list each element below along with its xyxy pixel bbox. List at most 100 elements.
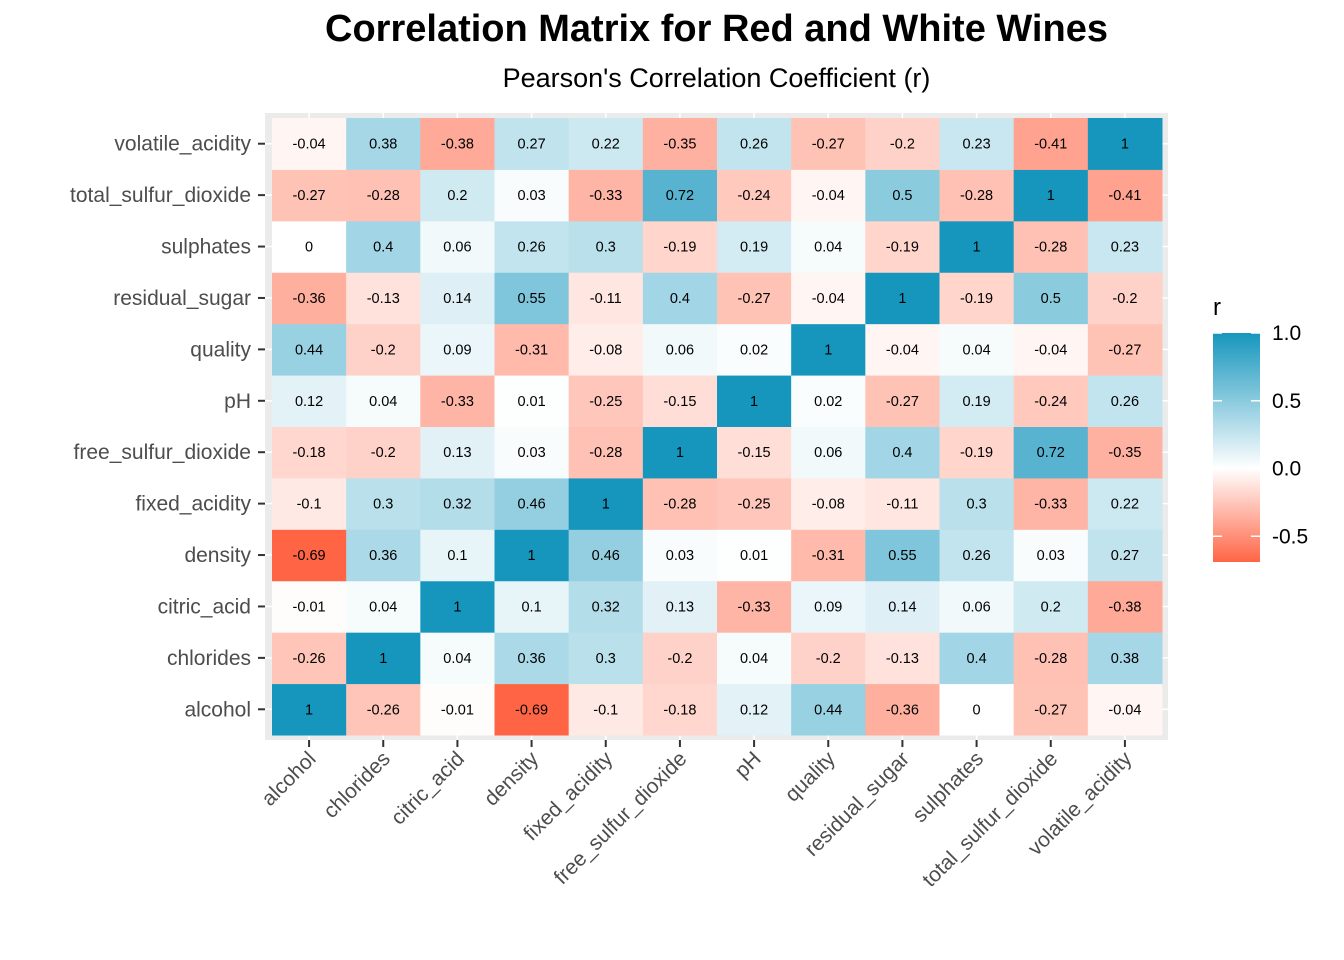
heatmap-cell — [272, 632, 347, 685]
cell-value-label: 0.13 — [666, 599, 694, 615]
heatmap-cell — [1087, 580, 1163, 633]
y-tick-label: density — [184, 544, 251, 567]
cell-value-label: 0 — [305, 240, 313, 256]
heatmap-cell — [791, 426, 866, 479]
heatmap-cell — [494, 118, 570, 170]
heatmap-cell — [717, 375, 792, 427]
cell-value-label: -0.36 — [293, 291, 326, 307]
cell-value-label: 0.36 — [369, 548, 397, 564]
heatmap-cell — [791, 529, 866, 582]
y-tick-label: alcohol — [184, 698, 251, 721]
cell-value-label: 0.06 — [666, 342, 694, 358]
cell-value-label: 0.06 — [443, 240, 471, 256]
heatmap-cell — [865, 220, 940, 273]
cell-value-label: -0.19 — [886, 240, 919, 256]
legend-title: r — [1213, 294, 1221, 321]
heatmap-cell — [494, 580, 570, 633]
heatmap-cell — [420, 323, 495, 376]
cell-value-label: 0.4 — [892, 445, 912, 461]
cell-value-label: -0.28 — [367, 188, 400, 204]
heatmap-cell — [420, 683, 495, 736]
heatmap-cell — [568, 118, 644, 170]
heatmap-cell — [865, 529, 940, 582]
legend-tick-label: -0.5 — [1272, 525, 1308, 548]
heatmap-cell — [272, 375, 347, 427]
heatmap-cell — [346, 169, 421, 222]
cell-value-label: 0.3 — [966, 497, 986, 513]
heatmap-cell — [939, 169, 1015, 222]
heatmap-cell — [717, 272, 792, 325]
cell-value-label: 0.46 — [517, 497, 545, 513]
cell-value-label: 0.26 — [1111, 394, 1139, 410]
heatmap-cell — [1087, 169, 1163, 222]
heatmap-cell — [939, 426, 1015, 479]
cell-value-label: -0.38 — [1108, 599, 1141, 615]
cell-value-label: -0.27 — [293, 188, 326, 204]
heatmap-cell — [420, 426, 495, 479]
heatmap-cell — [1087, 323, 1163, 376]
y-tick-label: fixed_acidity — [135, 493, 251, 516]
cell-value-label: 0.12 — [740, 702, 768, 718]
cell-value-label: -0.2 — [816, 651, 841, 667]
heatmap-cell — [939, 118, 1015, 170]
x-tick-label: alcohol — [257, 747, 320, 810]
cell-value-label: 0.55 — [517, 291, 545, 307]
heatmap-cell — [1013, 632, 1089, 685]
heatmap-cell — [642, 529, 718, 582]
heatmap-cell — [272, 683, 347, 736]
heatmap-cell — [494, 375, 570, 427]
heatmap-cell — [568, 375, 644, 427]
chart-title: Correlation Matrix for Red and White Win… — [325, 8, 1108, 50]
heatmap-cell — [420, 220, 495, 273]
heatmap-cell — [494, 632, 570, 685]
x-tick-label: pH — [730, 747, 765, 782]
cell-value-label: 0.2 — [1041, 599, 1061, 615]
heatmap-cell — [939, 375, 1015, 427]
heatmap-cell — [791, 169, 866, 222]
cell-value-label: 0.4 — [670, 291, 690, 307]
heatmap-cell — [568, 477, 644, 530]
heatmap-cell — [939, 580, 1015, 633]
cell-value-label: 0.14 — [888, 599, 916, 615]
y-tick-label: chlorides — [167, 647, 251, 670]
cell-value-label: 1 — [1047, 188, 1055, 204]
cell-value-label: -0.33 — [589, 188, 622, 204]
cell-value-label: 0.02 — [740, 342, 768, 358]
heatmap-cell — [642, 477, 718, 530]
heatmap-cell — [1013, 426, 1089, 479]
cell-value-label: 0.38 — [369, 137, 397, 153]
heatmap-cell — [346, 580, 421, 633]
cell-value-label: 1 — [898, 291, 906, 307]
cell-value-label: -0.26 — [367, 702, 400, 718]
heatmap-cell — [791, 477, 866, 530]
heatmap-cell — [717, 426, 792, 479]
cell-value-label: -0.15 — [663, 394, 696, 410]
heatmap-cell — [717, 220, 792, 273]
cell-value-label: 0.13 — [443, 445, 471, 461]
cell-labels: 1 -0.26 -0.01 -0.69 -0.1 -0.18 0.12 0.44 -0.36 0 -… — [293, 137, 1142, 719]
heatmap-cell — [346, 272, 421, 325]
cell-value-label: 0 — [973, 702, 981, 718]
heatmap-cell — [272, 580, 347, 633]
cell-value-label: -0.24 — [738, 188, 771, 204]
heatmap-cell — [642, 169, 718, 222]
cell-value-label: 1 — [1121, 137, 1129, 153]
heatmap-cell — [1087, 375, 1163, 427]
heatmap-cell — [494, 323, 570, 376]
heatmap-cell — [939, 272, 1015, 325]
heatmap-cell — [1013, 272, 1089, 325]
cell-value-label: -0.26 — [293, 651, 326, 667]
heatmap-cell — [272, 169, 347, 222]
cell-value-label: 0.3 — [373, 497, 393, 513]
heatmap-cell — [1013, 375, 1089, 427]
heatmap-cell — [1013, 323, 1089, 376]
cell-value-label: -0.04 — [293, 137, 326, 153]
cell-value-label: 0.55 — [888, 548, 916, 564]
heatmap-cell — [642, 220, 718, 273]
cell-value-label: 0.72 — [666, 188, 694, 204]
y-tick-label: residual_sugar — [113, 287, 251, 310]
cell-value-label: -0.27 — [1034, 702, 1067, 718]
cell-value-label: 0.02 — [814, 394, 842, 410]
heatmap-cell — [791, 580, 866, 633]
